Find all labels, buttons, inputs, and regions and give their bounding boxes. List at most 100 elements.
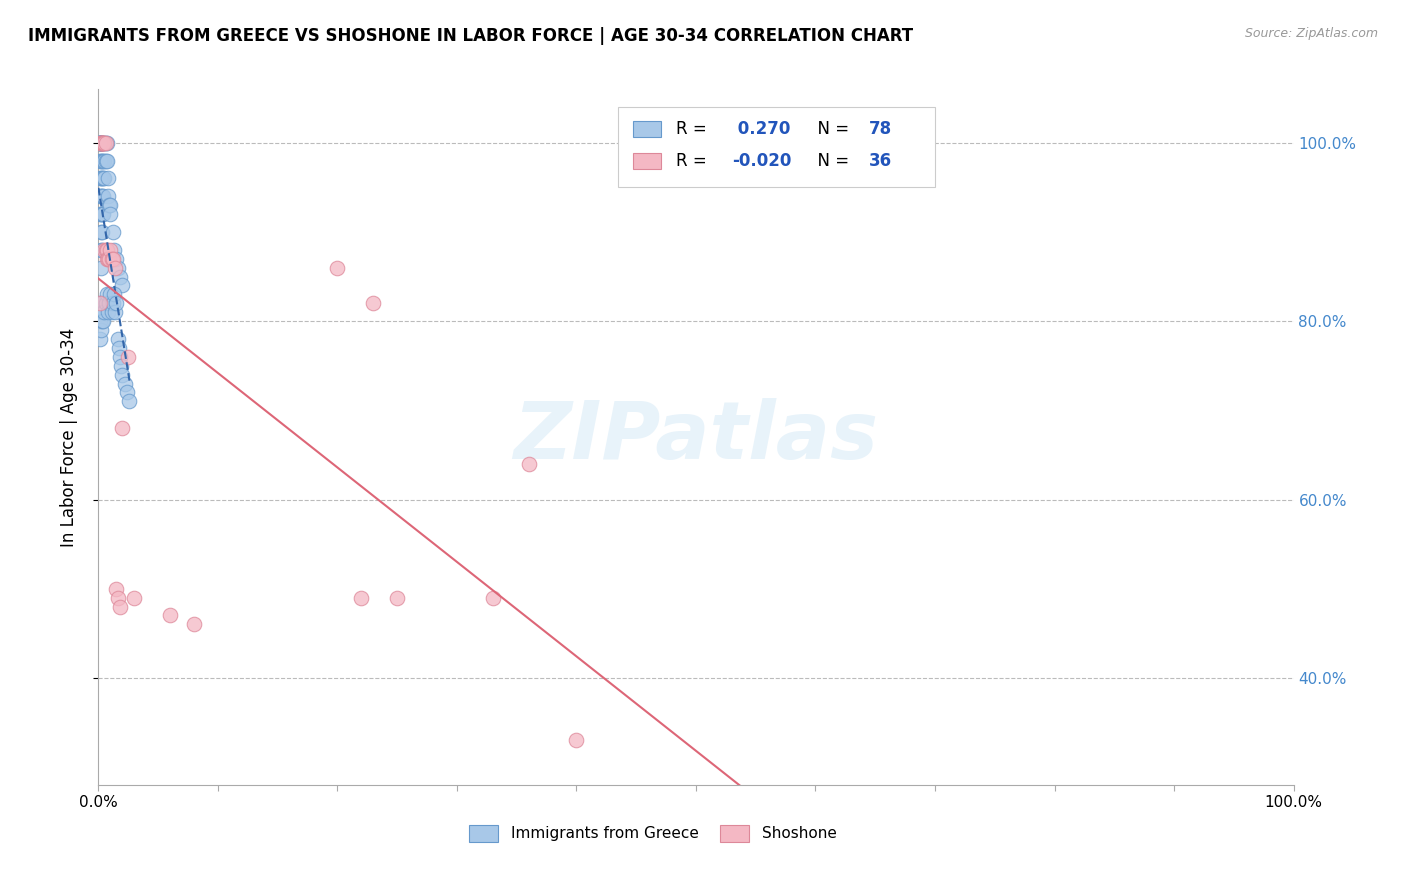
Point bbox=[91, 314, 114, 328]
Point bbox=[89, 153, 111, 168]
Point bbox=[100, 305, 122, 319]
Point bbox=[100, 252, 122, 266]
Point bbox=[91, 207, 114, 221]
Point bbox=[93, 171, 115, 186]
Point bbox=[91, 136, 114, 150]
Point bbox=[89, 136, 111, 150]
Point bbox=[101, 296, 124, 310]
Point bbox=[91, 136, 114, 150]
Point bbox=[90, 260, 112, 275]
Point bbox=[94, 136, 117, 150]
Point bbox=[90, 225, 112, 239]
Point bbox=[89, 296, 111, 310]
Point bbox=[565, 733, 588, 747]
Point bbox=[94, 243, 117, 257]
Point bbox=[91, 136, 114, 150]
Point bbox=[90, 136, 112, 150]
Text: 0.270: 0.270 bbox=[733, 120, 790, 138]
Point bbox=[91, 171, 114, 186]
Text: Shoshone: Shoshone bbox=[762, 826, 837, 841]
Point bbox=[96, 243, 118, 257]
Point bbox=[98, 198, 121, 212]
FancyBboxPatch shape bbox=[633, 153, 661, 169]
Text: N =: N = bbox=[807, 152, 855, 169]
Point bbox=[93, 136, 115, 150]
Point bbox=[91, 136, 114, 150]
Point bbox=[96, 136, 118, 150]
Text: R =: R = bbox=[676, 120, 711, 138]
Point bbox=[90, 136, 112, 150]
Point bbox=[108, 269, 131, 284]
Point bbox=[183, 617, 205, 632]
Text: IMMIGRANTS FROM GREECE VS SHOSHONE IN LABOR FORCE | AGE 30-34 CORRELATION CHART: IMMIGRANTS FROM GREECE VS SHOSHONE IN LA… bbox=[28, 27, 914, 45]
Point bbox=[91, 243, 114, 257]
Point bbox=[91, 171, 114, 186]
Point bbox=[90, 323, 112, 337]
Point bbox=[114, 376, 136, 391]
Point bbox=[89, 136, 111, 150]
Point bbox=[93, 305, 115, 319]
Text: -0.020: -0.020 bbox=[733, 152, 792, 169]
Text: 78: 78 bbox=[869, 120, 893, 138]
Point bbox=[111, 421, 134, 435]
Text: R =: R = bbox=[676, 152, 711, 169]
Point bbox=[104, 305, 127, 319]
Point bbox=[90, 189, 112, 203]
Point bbox=[89, 314, 111, 328]
Point bbox=[91, 136, 114, 150]
Point bbox=[89, 296, 111, 310]
Point bbox=[91, 225, 114, 239]
Point bbox=[91, 136, 114, 150]
Point bbox=[94, 296, 117, 310]
FancyBboxPatch shape bbox=[720, 825, 748, 842]
Point bbox=[94, 136, 117, 150]
Point bbox=[93, 153, 115, 168]
Point bbox=[105, 252, 128, 266]
Point bbox=[98, 207, 122, 221]
Point bbox=[124, 591, 146, 605]
Point bbox=[105, 296, 128, 310]
Point bbox=[98, 252, 121, 266]
Point bbox=[97, 189, 120, 203]
Point bbox=[385, 591, 409, 605]
Point bbox=[91, 153, 114, 168]
Point bbox=[363, 296, 385, 310]
Text: Immigrants from Greece: Immigrants from Greece bbox=[510, 826, 699, 841]
Point bbox=[101, 225, 124, 239]
Point bbox=[104, 260, 127, 275]
Text: 36: 36 bbox=[869, 152, 893, 169]
Text: ZIPatlas: ZIPatlas bbox=[513, 398, 879, 476]
Point bbox=[90, 136, 112, 150]
Point bbox=[94, 153, 117, 168]
Point bbox=[103, 287, 125, 301]
Point bbox=[91, 314, 114, 328]
Point bbox=[118, 394, 141, 409]
Point bbox=[107, 260, 129, 275]
Point bbox=[107, 591, 129, 605]
Point bbox=[90, 305, 112, 319]
Text: Source: ZipAtlas.com: Source: ZipAtlas.com bbox=[1244, 27, 1378, 40]
Point bbox=[96, 153, 118, 168]
Point bbox=[91, 207, 114, 221]
Y-axis label: In Labor Force | Age 30-34: In Labor Force | Age 30-34 bbox=[59, 327, 77, 547]
Point bbox=[89, 332, 111, 346]
Point bbox=[89, 171, 111, 186]
Point bbox=[98, 296, 121, 310]
Point bbox=[91, 189, 114, 203]
FancyBboxPatch shape bbox=[633, 120, 661, 137]
Point bbox=[117, 350, 139, 364]
Point bbox=[107, 332, 129, 346]
Text: N =: N = bbox=[807, 120, 855, 138]
Point bbox=[90, 207, 112, 221]
Point bbox=[98, 287, 122, 301]
Point bbox=[107, 341, 129, 355]
Point bbox=[481, 591, 505, 605]
Point bbox=[90, 243, 112, 257]
Point bbox=[91, 136, 114, 150]
Point bbox=[111, 278, 134, 293]
Point bbox=[89, 136, 111, 150]
Point bbox=[90, 171, 112, 186]
Point bbox=[93, 243, 115, 257]
Point bbox=[97, 252, 120, 266]
Point bbox=[101, 252, 124, 266]
